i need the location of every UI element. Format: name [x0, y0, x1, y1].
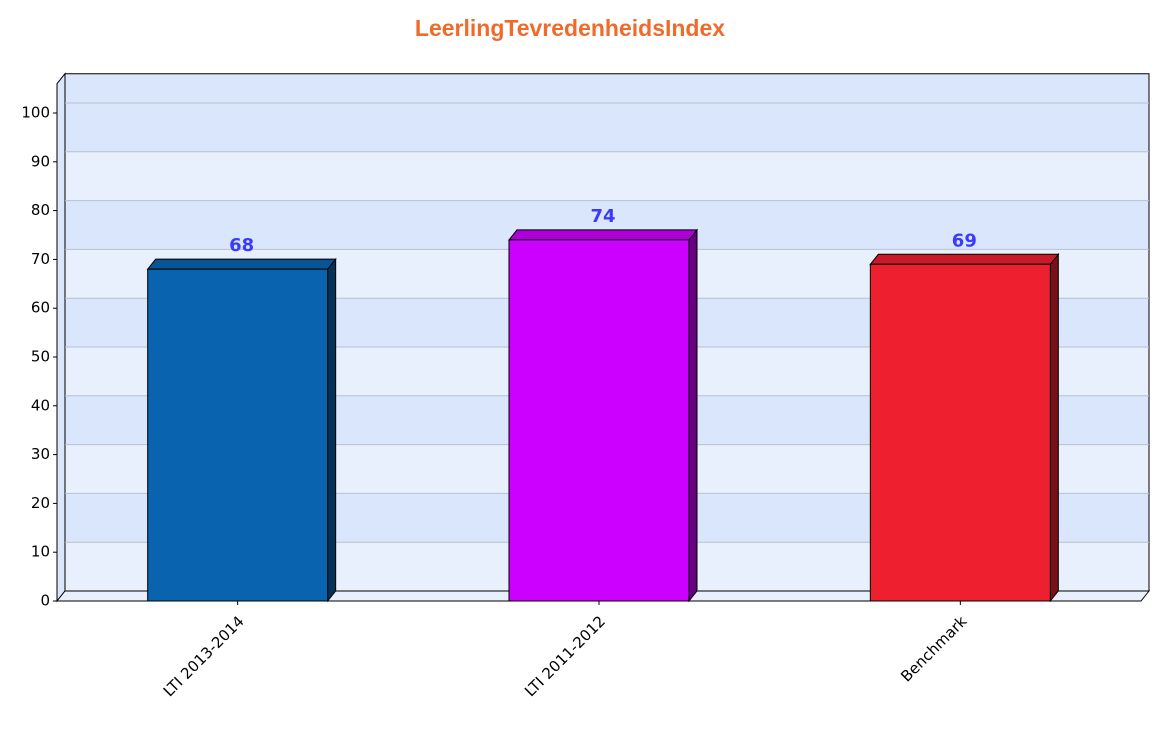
left-wall	[56, 72, 66, 603]
value-label: 68	[229, 235, 254, 256]
y-tick-label: 40	[31, 396, 50, 414]
value-label: 74	[590, 206, 615, 227]
bar-side	[327, 257, 337, 603]
y-tick-label: 50	[31, 348, 50, 366]
bar	[508, 239, 690, 602]
band	[65, 103, 1149, 152]
bar	[869, 263, 1051, 602]
bar-top	[869, 253, 1060, 265]
chart-title: LeerlingTevredenheidsIndex	[415, 15, 725, 41]
y-tick-label: 20	[31, 494, 50, 512]
y-tick-label: 30	[31, 445, 50, 463]
x-tick-label: LTI 2011-2012	[521, 612, 609, 700]
band	[65, 73, 1149, 103]
y-tick-label: 80	[31, 201, 50, 219]
bar-side	[1049, 252, 1059, 603]
value-label: 69	[952, 230, 977, 251]
bar-top	[146, 258, 337, 270]
bar-top	[507, 229, 699, 241]
x-tick-label: Benchmark	[897, 612, 970, 685]
x-tick-label: LTI 2013-2014	[160, 612, 248, 700]
bar-side	[688, 228, 698, 603]
y-tick-label: 0	[40, 592, 50, 610]
y-tick-label: 100	[21, 104, 50, 122]
bar	[147, 268, 329, 602]
y-tick-label: 60	[31, 299, 50, 317]
y-tick-label: 90	[31, 152, 50, 170]
y-tick-label: 70	[31, 250, 50, 268]
y-tick-label: 10	[31, 543, 50, 561]
